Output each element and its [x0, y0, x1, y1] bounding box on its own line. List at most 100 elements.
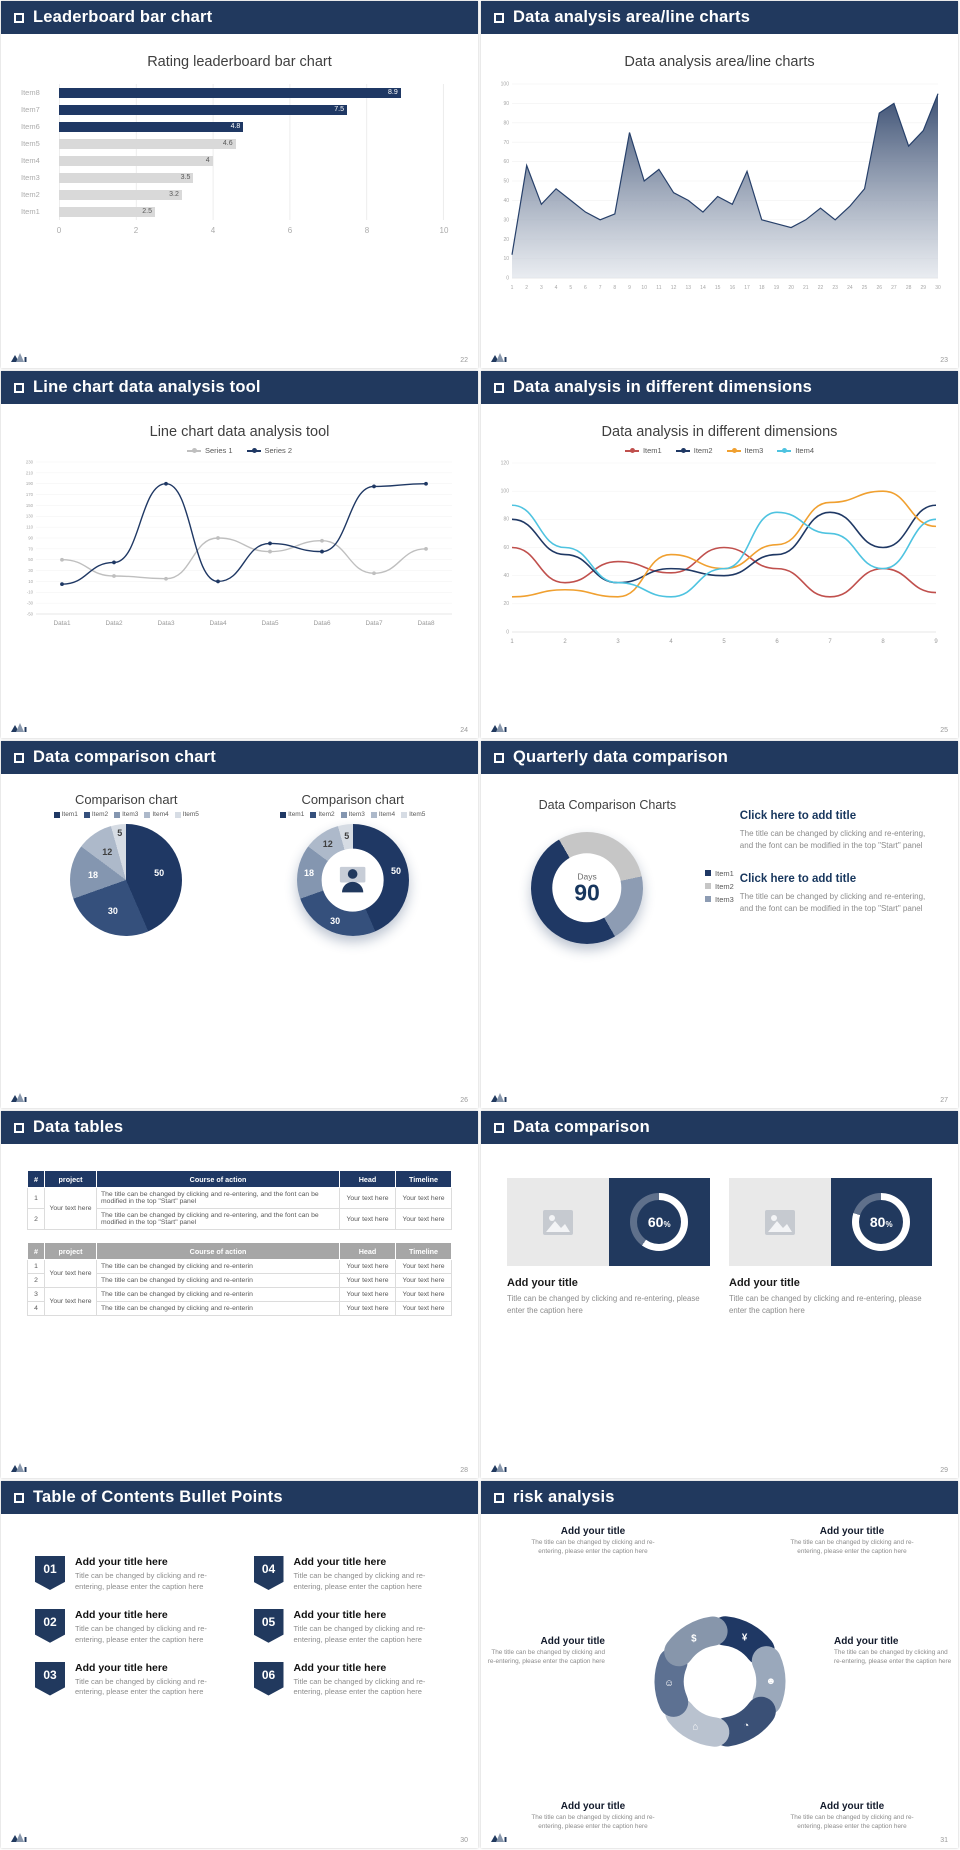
legend-label: Item5	[182, 811, 199, 818]
table-cell: Your text here	[44, 1259, 97, 1288]
svg-text:80: 80	[503, 517, 509, 523]
svg-text:30: 30	[935, 285, 941, 291]
progress-ring: 60%	[630, 1193, 689, 1251]
slice-value-label: 18	[88, 869, 99, 880]
slide-area-line-charts: Data analysis area/line charts Data anal…	[481, 1, 958, 368]
slide-header-title: Line chart data analysis tool	[33, 378, 261, 396]
legend-label: Item4	[795, 446, 815, 455]
footer-logo	[11, 353, 27, 364]
legend-entry: Item1	[624, 446, 662, 455]
chart-legend: Series 1 Series 2	[1, 446, 478, 455]
slide-footer: 30	[11, 1833, 468, 1844]
risk-title-block: Add your title The title can be changed b…	[834, 1636, 952, 1667]
risk-block-caption: The title can be changed by clicking and…	[531, 1814, 655, 1831]
pie-charts-row: Comparison chart Item1 Item2 Item3 Item4 Ite…	[1, 774, 478, 936]
table-column-header: Timeline	[395, 1170, 452, 1188]
svg-text:8: 8	[881, 639, 885, 645]
progress-card: 60% Add your title Title can be changed …	[507, 1178, 710, 1317]
svg-text:Data4: Data4	[209, 620, 226, 627]
legend-entry: Item2	[83, 811, 109, 818]
title-block: Click here to add title The title can be…	[740, 810, 932, 853]
svg-text:17: 17	[744, 285, 750, 291]
table-column-header: #	[27, 1170, 45, 1188]
toc-item: 03 Add your title here Title can be change…	[35, 1661, 226, 1699]
legend-entry: Series 1	[186, 446, 233, 455]
square-bullet-icon	[14, 1492, 24, 1503]
slide-header: Table of Contents Bullet Points	[1, 1481, 478, 1514]
pie-chart-block: Comparison chart Item1 Item2 Item3 Item4 Ite…	[18, 778, 235, 936]
svg-text:0: 0	[506, 276, 509, 282]
progress-cards-row: 60% Add your title Title can be changed …	[481, 1144, 958, 1317]
square-bullet-icon	[494, 12, 504, 23]
svg-text:11: 11	[656, 285, 661, 291]
svg-text:100: 100	[501, 489, 510, 495]
page-number: 23	[940, 357, 948, 364]
risk-block-title: Add your title	[834, 1636, 899, 1647]
legend-entry: Item4	[370, 811, 395, 818]
table-cell: 4	[27, 1301, 45, 1316]
progress-ring: 80%	[852, 1193, 911, 1251]
slide-header-title: Data comparison	[513, 1118, 650, 1136]
svg-text:22: 22	[818, 285, 824, 291]
bar: 4	[59, 155, 213, 166]
svg-text:Data1: Data1	[53, 620, 70, 627]
risk-block-caption: The title can be changed by clicking and…	[487, 1649, 605, 1665]
slice-value-label: 30	[107, 905, 118, 916]
area-chart: 0 10 20 30 40 50 60 70 80 90 100 1 2 3 4 5 6 7 8 9 10 11 12 13 1…	[481, 76, 958, 299]
svg-text:15: 15	[715, 285, 721, 291]
legend-entry: Item4	[144, 811, 169, 818]
table-cell: Your text here	[395, 1208, 452, 1230]
slide-header: Line chart data analysis tool	[1, 371, 478, 404]
slide-line-chart-tool: Line chart data analysis tool Line chart…	[1, 371, 478, 738]
svg-text:50: 50	[503, 179, 509, 185]
table-cell: 3	[27, 1287, 45, 1302]
data-table: # project Course of action Head Timeline 1 You…	[27, 1170, 452, 1230]
svg-text:30: 30	[28, 568, 33, 573]
progress-panel: 80%	[830, 1178, 932, 1266]
svg-text:10: 10	[641, 285, 647, 291]
legend-label: Item3	[715, 894, 734, 904]
bar: 2.5	[59, 206, 155, 217]
toc-item: 05 Add your title here Title can be change…	[253, 1608, 445, 1646]
risk-block-caption: The title can be changed by clicking and…	[834, 1649, 952, 1665]
legend-entry: Series 2	[246, 446, 292, 455]
toc-number-badge: 06	[253, 1661, 284, 1696]
toc-item: 01 Add your title here Title can be change…	[35, 1556, 226, 1593]
slide-body: Line chart data analysis tool Series 1 Se…	[1, 404, 478, 738]
table-cell: Your text here	[339, 1301, 396, 1316]
legend-label: Item2	[91, 811, 109, 818]
svg-text:90: 90	[503, 101, 509, 107]
svg-text:13: 13	[685, 285, 691, 291]
svg-text:170: 170	[26, 492, 34, 497]
legend-label: Item5	[409, 811, 426, 818]
svg-text:16: 16	[730, 285, 736, 291]
toc-item-caption: Title can be changed by clicking and re-…	[75, 1676, 207, 1697]
slide-body: Data Comparison Charts Days 90 Item1 Item2…	[481, 774, 958, 1108]
table-column-header: Head	[339, 1170, 396, 1188]
bar: 8.9	[59, 87, 401, 98]
legend-entry: Item3	[705, 895, 734, 904]
bar: 4.6	[59, 138, 236, 149]
legend-label: Item3	[348, 811, 365, 818]
slide-header-title: Data comparison chart	[33, 748, 217, 766]
slide-header: Data comparison chart	[1, 741, 478, 774]
svg-text:90: 90	[28, 535, 33, 540]
table-cell: Your text here	[44, 1287, 97, 1316]
building-icon: ⌂	[692, 1722, 698, 1733]
svg-text:100: 100	[501, 82, 510, 88]
legend-entry: Item1	[705, 869, 734, 878]
svg-text:110: 110	[26, 525, 33, 530]
chart-title: Comparison chart	[301, 792, 405, 807]
legend-entry: Item3	[726, 446, 763, 455]
table-row: 1 Your text here The title can be changed …	[27, 1187, 452, 1230]
slide-body: 01 Add your title here Title can be change…	[1, 1514, 478, 1848]
footer-logo	[491, 723, 507, 734]
legend-label: Item4	[152, 811, 169, 818]
summary-donut-block: Data Comparison Charts Days 90 Item1 Item2…	[481, 774, 734, 1108]
legend-entry: Item4	[777, 446, 814, 455]
svg-text:Data2: Data2	[105, 620, 122, 627]
svg-text:20: 20	[503, 237, 509, 243]
axis-tick: 0	[56, 226, 62, 235]
slide-toc-bullet-points: Table of Contents Bullet Points 01 Add yo…	[1, 1481, 478, 1848]
risk-diagram-zone: ¥ ☻ ◔ ⌂ ☺ $ Add your title The title can be ch…	[481, 1514, 958, 1848]
